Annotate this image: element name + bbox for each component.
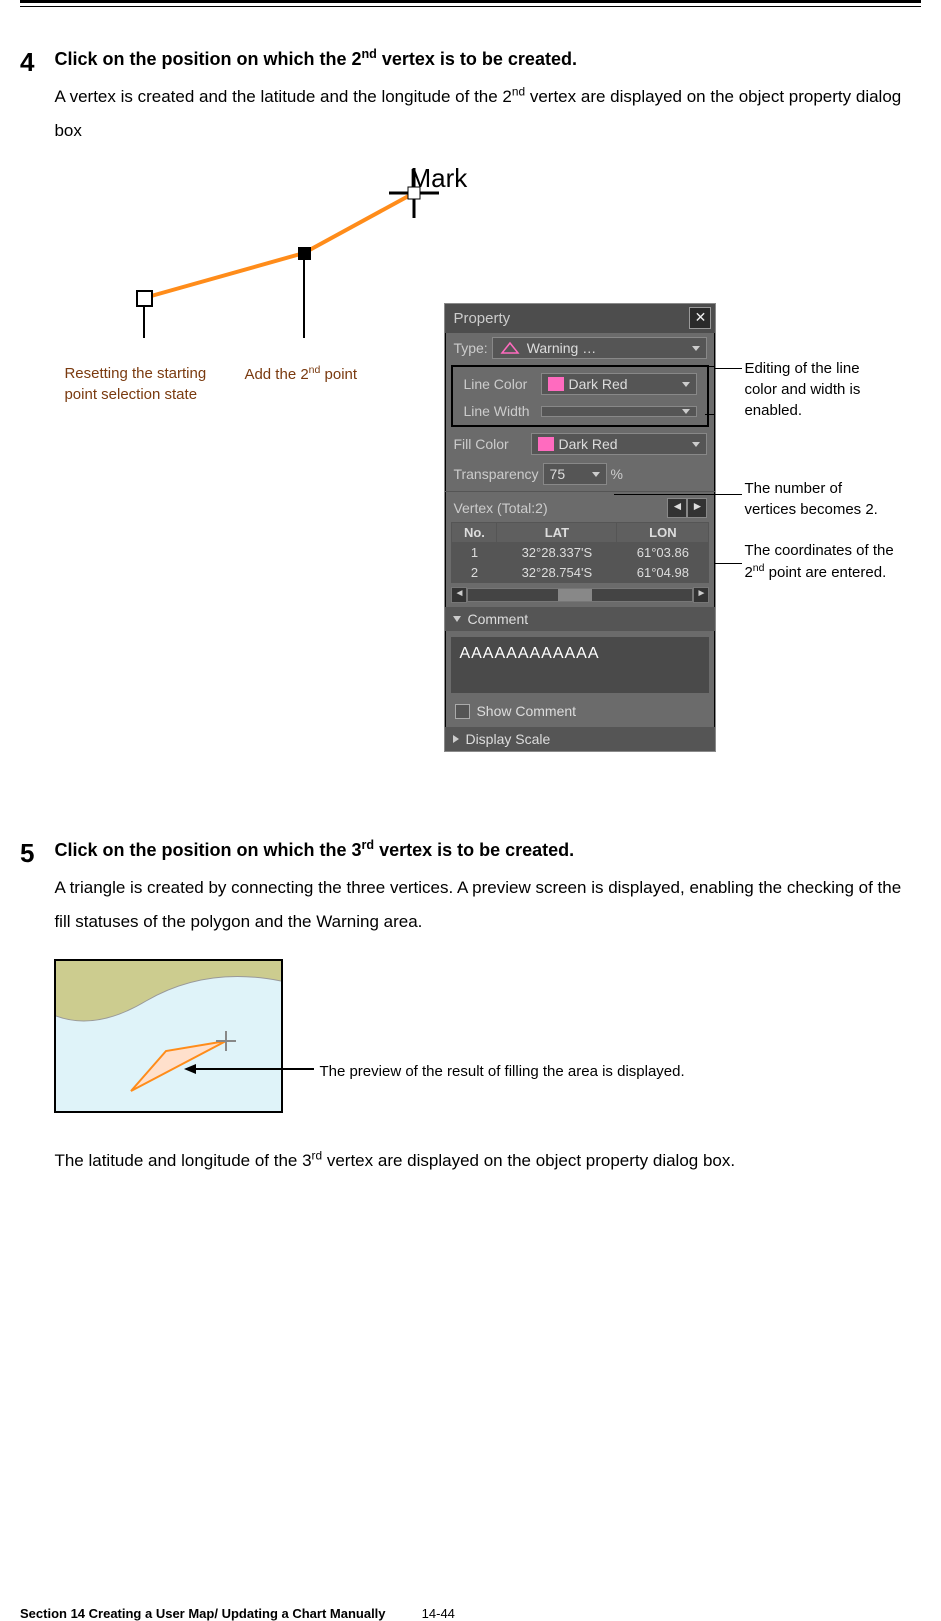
table-row[interactable]: 2 32°28.754'S 61°04.98 <box>452 563 709 583</box>
step-number: 4 <box>20 47 50 78</box>
step-5: 5 Click on the position on which the 3rd… <box>20 838 921 1178</box>
step-4: 4 Click on the position on which the 2nd… <box>20 47 921 808</box>
step-number: 5 <box>20 838 50 869</box>
transparency-unit: % <box>611 466 623 482</box>
warning-type-icon <box>499 341 521 355</box>
diagram-step4: Mark Resetting the starting point select… <box>54 168 904 808</box>
page-footer: Section 14 Creating a User Map/ Updating… <box>20 1606 455 1621</box>
comment-section-header[interactable]: Comment <box>445 607 715 631</box>
callout-arrow <box>184 1059 314 1079</box>
fill-color-label: Fill Color <box>453 436 527 452</box>
preview-row: The preview of the result of filling the… <box>54 959 904 1129</box>
type-row: Type: Warning … <box>445 333 715 363</box>
transparency-dropdown[interactable]: 75 <box>543 463 607 485</box>
close-icon[interactable]: ✕ <box>689 307 711 329</box>
line-width-label: Line Width <box>463 403 537 419</box>
comment-textarea[interactable]: AAAAAAAAAAAA <box>451 637 709 693</box>
panel-title: Property ✕ <box>445 304 715 333</box>
type-label: Type: <box>453 340 487 356</box>
vertex-total-label: Vertex (Total:2) <box>453 500 547 516</box>
scroll-right-button[interactable]: ► <box>693 587 709 603</box>
step-text: A vertex is created and the latitude and… <box>54 80 904 148</box>
step-text: A triangle is created by connecting the … <box>54 871 904 939</box>
line-color-dropdown[interactable]: Dark Red <box>541 373 697 395</box>
callout-add-point: Add the 2nd point <box>244 363 357 385</box>
line-diagram <box>94 158 494 338</box>
vertex-next-button[interactable]: ► <box>687 498 707 518</box>
step-heading: Click on the position on which the 3rd v… <box>54 838 904 861</box>
footer-section: Section 14 Creating a User Map/ Updating… <box>20 1606 386 1621</box>
line-settings-group: Line Color Dark Red Line Width <box>451 365 709 427</box>
vertex-prev-button[interactable]: ◄ <box>667 498 687 518</box>
property-panel: Property ✕ Type: Warning … <box>444 303 716 752</box>
table-row[interactable]: 1 32°28.337'S 61°03.86 <box>452 543 709 563</box>
col-lon: LON <box>617 523 709 543</box>
callout-coords: The coordinates of the 2nd point are ent… <box>744 540 904 583</box>
display-scale-section-header[interactable]: Display Scale <box>445 727 715 751</box>
line-color-swatch <box>548 377 564 391</box>
callout-line-edit: Editing of the line color and width is e… <box>744 358 894 421</box>
line-width-dropdown[interactable] <box>541 406 697 417</box>
show-comment-label: Show Comment <box>476 703 576 719</box>
chevron-down-icon <box>453 616 461 622</box>
vertex-table: No. LAT LON 1 32°28.337'S 61°03.86 2 32°… <box>451 522 709 583</box>
scroll-left-button[interactable]: ◄ <box>451 587 467 603</box>
show-comment-checkbox[interactable] <box>455 704 470 719</box>
col-lat: LAT <box>497 523 617 543</box>
table-scrollbar[interactable]: ◄ ► <box>451 587 709 603</box>
callout-vertex-count: The number of vertices becomes 2. <box>744 478 894 520</box>
fill-color-swatch <box>538 437 554 451</box>
line-color-label: Line Color <box>463 376 537 392</box>
callout-preview: The preview of the result of filling the… <box>319 1061 684 1082</box>
scroll-thumb[interactable] <box>558 589 592 601</box>
chevron-right-icon <box>453 735 459 743</box>
step-text-2: The latitude and longitude of the 3rd ve… <box>54 1144 904 1178</box>
transparency-label: Transparency <box>453 466 538 482</box>
col-no: No. <box>452 523 497 543</box>
step-heading: Click on the position on which the 2nd v… <box>54 47 904 70</box>
footer-page: 14-44 <box>422 1606 455 1621</box>
type-dropdown[interactable]: Warning … <box>492 337 708 359</box>
callout-reset: Resetting the starting point selection s… <box>64 363 234 405</box>
preview-image <box>54 959 283 1113</box>
vertex-header: Vertex (Total:2) ◄ ► <box>445 494 715 522</box>
fill-color-dropdown[interactable]: Dark Red <box>531 433 707 455</box>
